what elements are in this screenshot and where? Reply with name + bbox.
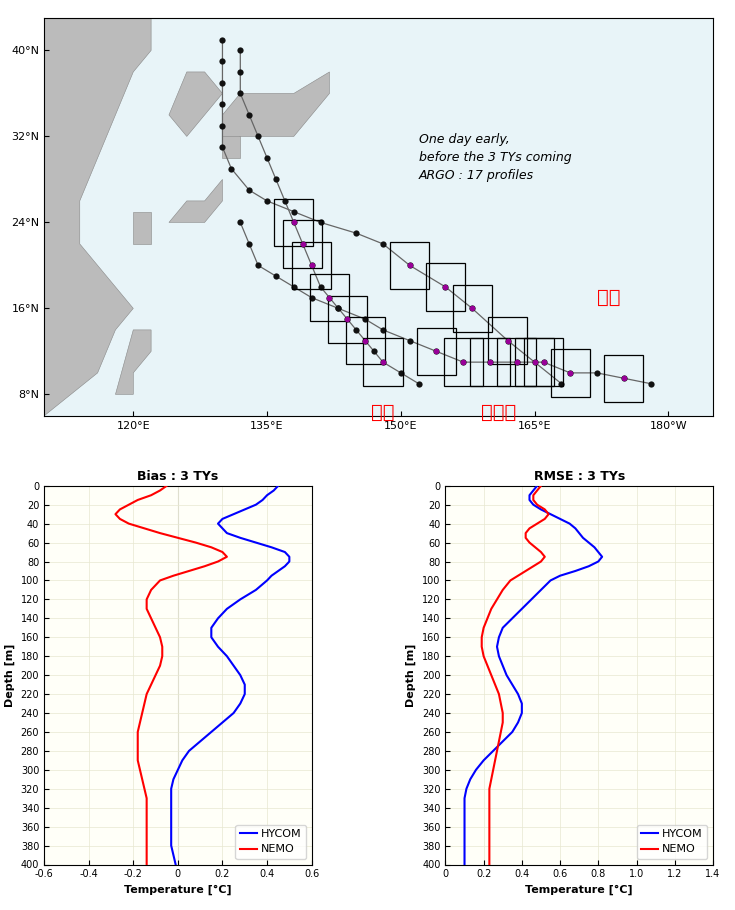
NEMO: [162, 480, 171, 491]
HYCOM: [236, 532, 245, 543]
Text: 할들라: 할들라: [481, 403, 517, 422]
NEMO: [537, 480, 545, 491]
NEMO: [143, 850, 151, 861]
Line: NEMO: NEMO: [481, 486, 548, 864]
Bar: [328, 296, 367, 343]
Polygon shape: [44, 18, 151, 416]
NEMO: [143, 859, 151, 870]
X-axis label: Temperature [°C]: Temperature [°C]: [526, 885, 633, 895]
NEMO: [133, 726, 142, 737]
HYCOM: [273, 480, 282, 491]
Line: NEMO: NEMO: [115, 486, 227, 864]
Legend: HYCOM, NEMO: HYCOM, NEMO: [637, 824, 707, 859]
HYCOM: [171, 859, 180, 870]
Text: 찬홈: 찬홈: [371, 403, 395, 422]
HYCOM: [533, 480, 542, 491]
Bar: [274, 198, 313, 246]
Bar: [363, 339, 403, 386]
Legend: HYCOM, NEMO: HYCOM, NEMO: [235, 824, 306, 859]
Bar: [453, 285, 492, 332]
NEMO: [485, 859, 494, 870]
Polygon shape: [133, 212, 151, 244]
Title: RMSE : 3 TYs: RMSE : 3 TYs: [534, 470, 625, 483]
HYCOM: [207, 726, 215, 737]
Bar: [426, 263, 465, 310]
Bar: [488, 317, 528, 364]
Bar: [515, 339, 554, 386]
HYCOM: [285, 556, 294, 567]
NEMO: [214, 556, 223, 567]
Bar: [390, 242, 429, 289]
Text: 낙카: 낙카: [597, 288, 620, 308]
HYCOM: [517, 698, 526, 709]
Polygon shape: [223, 136, 240, 158]
Polygon shape: [115, 330, 151, 394]
NEMO: [521, 532, 530, 543]
Polygon shape: [169, 72, 223, 136]
Text: One day early,
before the 3 TYs coming
ARGO : 17 profiles: One day early, before the 3 TYs coming A…: [419, 134, 571, 182]
NEMO: [537, 556, 545, 567]
X-axis label: Temperature [°C]: Temperature [°C]: [124, 885, 232, 895]
Bar: [524, 339, 563, 386]
Bar: [417, 328, 456, 375]
HYCOM: [169, 850, 178, 861]
Bar: [345, 317, 384, 364]
Bar: [292, 242, 331, 289]
NEMO: [485, 850, 494, 861]
Title: Bias : 3 TYs: Bias : 3 TYs: [137, 470, 218, 483]
NEMO: [496, 726, 505, 737]
NEMO: [140, 698, 148, 709]
HYCOM: [594, 556, 603, 567]
Y-axis label: Depth [m]: Depth [m]: [406, 643, 416, 707]
NEMO: [540, 551, 549, 562]
NEMO: [223, 551, 232, 562]
Bar: [444, 339, 483, 386]
Bar: [470, 339, 509, 386]
Bar: [604, 355, 643, 402]
NEMO: [496, 698, 505, 709]
HYCOM: [508, 726, 517, 737]
Polygon shape: [223, 72, 329, 147]
HYCOM: [460, 850, 469, 861]
Y-axis label: Depth [m]: Depth [m]: [5, 643, 15, 707]
HYCOM: [285, 551, 294, 562]
HYCOM: [236, 698, 245, 709]
NEMO: [173, 532, 182, 543]
HYCOM: [578, 532, 587, 543]
Line: HYCOM: HYCOM: [465, 486, 602, 864]
Bar: [551, 349, 590, 397]
HYCOM: [598, 551, 606, 562]
Bar: [310, 274, 349, 321]
Bar: [283, 220, 323, 268]
Line: HYCOM: HYCOM: [171, 486, 290, 864]
HYCOM: [460, 859, 469, 870]
Bar: [497, 339, 537, 386]
Polygon shape: [169, 179, 223, 222]
